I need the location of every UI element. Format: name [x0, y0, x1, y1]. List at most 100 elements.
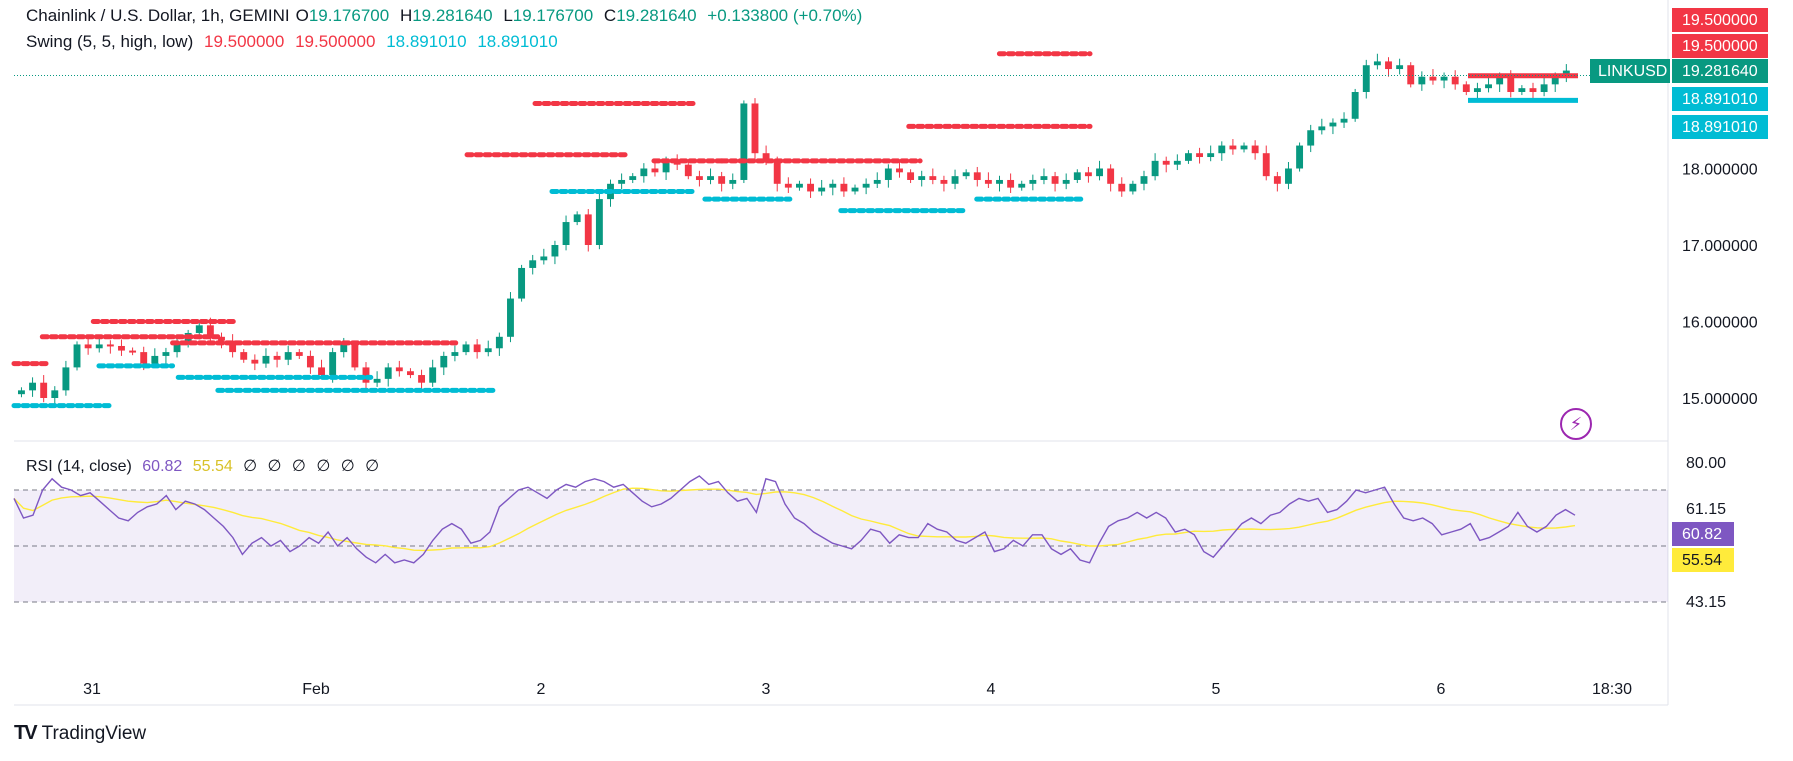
candle-body: [862, 183, 870, 188]
candle-body: [918, 176, 926, 180]
candle-body: [351, 344, 359, 368]
footer: TV TradingView: [14, 722, 146, 745]
candle-body: [329, 352, 337, 376]
candle-body: [206, 325, 214, 337]
candle-body: [284, 352, 292, 360]
lightning-icon[interactable]: ⚡: [1560, 408, 1592, 440]
candle-body: [1051, 176, 1059, 184]
rsi-line: [13, 475, 1576, 564]
candle-body: [295, 352, 303, 356]
candle-body: [973, 172, 981, 180]
candle-body: [884, 168, 892, 180]
candle-body: [1073, 172, 1081, 180]
candle-body: [462, 344, 470, 353]
candle-body: [595, 199, 603, 245]
candle-body: [129, 350, 137, 353]
candle-body: [1296, 145, 1304, 169]
price-tick-label: 17.000000: [1682, 238, 1758, 255]
candle-body: [573, 214, 581, 223]
time-cursor-label: 18:30: [1592, 681, 1632, 698]
candle-body: [40, 382, 48, 398]
candle-body: [473, 344, 481, 353]
price-badge: [1672, 59, 1768, 83]
candle-body: [1485, 84, 1492, 89]
candle-body: [429, 367, 437, 383]
candle-body: [229, 340, 237, 353]
candle-body: [807, 183, 815, 192]
close-value: 19.281640: [616, 6, 697, 25]
rsi-ma-value: 55.54: [192, 458, 233, 475]
rsi-tick-label: 61.15: [1686, 501, 1726, 518]
candle-body: [907, 172, 915, 180]
rsi-extra-1: ∅: [243, 458, 258, 475]
rsi-badge: [1672, 548, 1734, 572]
candle-body: [1362, 65, 1370, 92]
candle-body: [940, 179, 948, 184]
time-label: 2: [537, 681, 546, 698]
candle-body: [1196, 153, 1204, 158]
candle-body: [1351, 92, 1359, 119]
candle-body: [106, 344, 114, 347]
candle-body: [1240, 145, 1248, 150]
candle-body: [240, 352, 248, 360]
candle-body: [1185, 153, 1192, 161]
candle-body: [73, 344, 81, 368]
candle-body: [1551, 76, 1559, 85]
candle-body: [684, 164, 692, 177]
candle-body: [1062, 179, 1070, 184]
rsi-legend[interactable]: RSI (14, close) 60.82 55.54 ∅ ∅ ∅ ∅ ∅ ∅: [26, 456, 385, 476]
price-badge-text: 18.891010: [1682, 91, 1758, 108]
candle-body: [773, 160, 781, 184]
candle-body: [451, 352, 459, 356]
candle-body: [695, 176, 703, 180]
rsi-extra-5: ∅: [340, 458, 355, 475]
price-badge-text: 19.500000: [1682, 38, 1758, 55]
candle-body: [140, 352, 148, 364]
candle-body: [273, 355, 281, 360]
candle-body: [1407, 65, 1415, 85]
swing-value-4: 18.891010: [477, 32, 558, 51]
candle-body: [440, 355, 448, 368]
tradingview-logo-icon: TV: [14, 722, 38, 744]
candle-body: [395, 367, 403, 372]
candle-body: [951, 176, 959, 184]
swing-legend[interactable]: Swing (5, 5, high, low) 19.500000 19.500…: [26, 32, 564, 52]
candle-body: [495, 336, 503, 349]
candle-body: [1118, 183, 1126, 192]
candle-body: [873, 179, 881, 184]
candle-body: [173, 344, 181, 353]
candle-body: [384, 367, 392, 379]
candle-body: [796, 183, 803, 188]
candle-body: [718, 176, 726, 184]
rsi-extra-3: ∅: [292, 458, 306, 475]
candle-body: [1173, 160, 1181, 165]
candle-body: [851, 187, 859, 192]
candle-body: [962, 172, 970, 177]
candle-body: [1329, 122, 1337, 127]
symbol-title: Chainlink / U.S. Dollar, 1h, GEMINI: [26, 6, 290, 25]
candle-body: [518, 267, 526, 299]
candle-body: [929, 176, 937, 180]
candle-body: [1507, 76, 1515, 92]
time-label: 6: [1437, 681, 1446, 698]
symbol-badge-text: LINKUSD: [1598, 63, 1667, 80]
close-label: C: [603, 6, 617, 25]
candle-body: [1429, 76, 1437, 81]
candle-body: [1462, 84, 1470, 92]
candle-body: [484, 348, 492, 353]
price-badge-text: 19.281640: [1682, 63, 1758, 80]
candle-body: [162, 352, 170, 356]
candle-body: [1440, 76, 1448, 81]
price-badge-text: 19.500000: [1682, 12, 1758, 29]
rsi-label: RSI (14, close): [26, 458, 132, 475]
candle-body: [840, 183, 848, 192]
candle-body: [18, 390, 25, 395]
rsi-tick-label: 80.00: [1686, 455, 1726, 472]
candle-body: [584, 214, 592, 245]
candle-body: [1340, 118, 1348, 123]
candle-body: [562, 222, 570, 245]
candle-body: [51, 390, 59, 398]
candle-body: [118, 345, 125, 351]
candle-body: [618, 179, 626, 184]
